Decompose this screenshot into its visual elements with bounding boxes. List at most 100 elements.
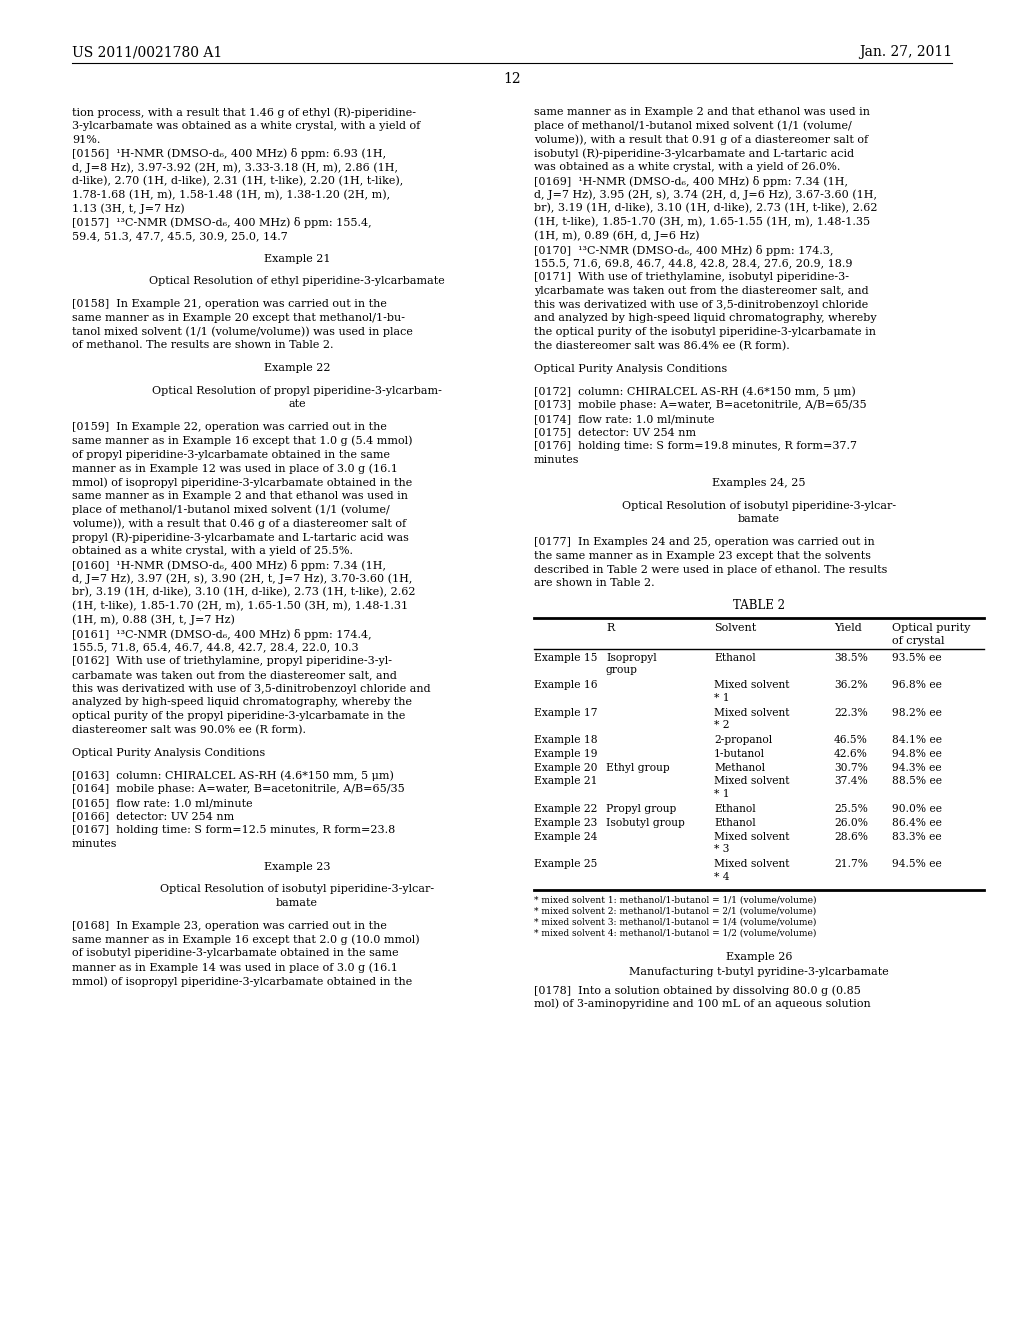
Text: [0167]  holding time: S form=12.5 minutes, R form=23.8: [0167] holding time: S form=12.5 minutes…: [72, 825, 395, 836]
Text: [0172]  column: CHIRALCEL AS-RH (4.6*150 mm, 5 μm): [0172] column: CHIRALCEL AS-RH (4.6*150 …: [534, 387, 856, 397]
Text: (1H, m), 0.88 (3H, t, J=7 Hz): (1H, m), 0.88 (3H, t, J=7 Hz): [72, 615, 234, 626]
Text: br), 3.19 (1H, d-like), 3.10 (1H, d-like), 2.73 (1H, t-like), 2.62: br), 3.19 (1H, d-like), 3.10 (1H, d-like…: [534, 203, 878, 214]
Text: [0159]  In Example 22, operation was carried out in the: [0159] In Example 22, operation was carr…: [72, 422, 387, 432]
Text: 38.5%: 38.5%: [834, 652, 868, 663]
Text: obtained as a white crystal, with a yield of 25.5%.: obtained as a white crystal, with a yiel…: [72, 546, 353, 556]
Text: 1.78-1.68 (1H, m), 1.58-1.48 (1H, m), 1.38-1.20 (2H, m),: 1.78-1.68 (1H, m), 1.58-1.48 (1H, m), 1.…: [72, 190, 390, 199]
Text: Example 15: Example 15: [534, 652, 597, 663]
Text: 1.13 (3H, t, J=7 Hz): 1.13 (3H, t, J=7 Hz): [72, 203, 184, 214]
Text: Example 23: Example 23: [264, 862, 331, 871]
Text: of propyl piperidine-3-ylcarbamate obtained in the same: of propyl piperidine-3-ylcarbamate obtai…: [72, 450, 390, 459]
Text: Example 20: Example 20: [534, 763, 597, 772]
Text: of methanol. The results are shown in Table 2.: of methanol. The results are shown in Ta…: [72, 341, 334, 350]
Text: minutes: minutes: [72, 840, 118, 849]
Text: this was derivatized with use of 3,5-dinitrobenzoyl chloride: this was derivatized with use of 3,5-din…: [534, 300, 868, 310]
Text: Mixed solvent: Mixed solvent: [714, 680, 790, 690]
Text: 36.2%: 36.2%: [834, 680, 867, 690]
Text: Example 21: Example 21: [534, 776, 597, 787]
Text: 21.7%: 21.7%: [834, 859, 868, 869]
Text: the optical purity of the isobutyl piperidine-3-ylcarbamate in: the optical purity of the isobutyl piper…: [534, 327, 876, 337]
Text: 88.5% ee: 88.5% ee: [892, 776, 942, 787]
Text: 2-propanol: 2-propanol: [714, 735, 772, 746]
Text: [0164]  mobile phase: A=water, B=acetonitrile, A/B=65/35: [0164] mobile phase: A=water, B=acetonit…: [72, 784, 404, 795]
Text: carbamate was taken out from the diastereomer salt, and: carbamate was taken out from the diaster…: [72, 669, 397, 680]
Text: 96.8% ee: 96.8% ee: [892, 680, 942, 690]
Text: [0162]  With use of triethylamine, propyl piperidine-3-yl-: [0162] With use of triethylamine, propyl…: [72, 656, 392, 667]
Text: 28.6%: 28.6%: [834, 832, 868, 842]
Text: 59.4, 51.3, 47.7, 45.5, 30.9, 25.0, 14.7: 59.4, 51.3, 47.7, 45.5, 30.9, 25.0, 14.7: [72, 231, 288, 240]
Text: Jan. 27, 2011: Jan. 27, 2011: [859, 45, 952, 59]
Text: 12: 12: [503, 73, 521, 86]
Text: bamate: bamate: [276, 898, 318, 908]
Text: d, J=7 Hz), 3.97 (2H, s), 3.90 (2H, t, J=7 Hz), 3.70-3.60 (1H,: d, J=7 Hz), 3.97 (2H, s), 3.90 (2H, t, J…: [72, 573, 413, 583]
Text: Example 22: Example 22: [534, 804, 597, 814]
Text: 83.3% ee: 83.3% ee: [892, 832, 942, 842]
Text: described in Table 2 were used in place of ethanol. The results: described in Table 2 were used in place …: [534, 565, 888, 574]
Text: [0177]  In Examples 24 and 25, operation was carried out in: [0177] In Examples 24 and 25, operation …: [534, 537, 874, 546]
Text: TABLE 2: TABLE 2: [733, 599, 785, 612]
Text: 94.3% ee: 94.3% ee: [892, 763, 942, 772]
Text: Optical Resolution of isobutyl piperidine-3-ylcar-: Optical Resolution of isobutyl piperidin…: [622, 500, 896, 511]
Text: Example 16: Example 16: [534, 680, 597, 690]
Text: group: group: [606, 665, 638, 676]
Text: Optical Resolution of isobutyl piperidine-3-ylcar-: Optical Resolution of isobutyl piperidin…: [160, 884, 434, 895]
Text: * mixed solvent 2: methanol/1-butanol = 2/1 (volume/volume): * mixed solvent 2: methanol/1-butanol = …: [534, 907, 816, 916]
Text: Optical Purity Analysis Conditions: Optical Purity Analysis Conditions: [72, 747, 265, 758]
Text: [0166]  detector: UV 254 nm: [0166] detector: UV 254 nm: [72, 812, 234, 821]
Text: [0160]  ¹H-NMR (DMSO-d₆, 400 MHz) δ ppm: 7.34 (1H,: [0160] ¹H-NMR (DMSO-d₆, 400 MHz) δ ppm: …: [72, 560, 386, 570]
Text: [0174]  flow rate: 1.0 ml/minute: [0174] flow rate: 1.0 ml/minute: [534, 414, 715, 424]
Text: Example 19: Example 19: [534, 748, 597, 759]
Text: [0156]  ¹H-NMR (DMSO-d₆, 400 MHz) δ ppm: 6.93 (1H,: [0156] ¹H-NMR (DMSO-d₆, 400 MHz) δ ppm: …: [72, 148, 386, 160]
Text: analyzed by high-speed liquid chromatography, whereby the: analyzed by high-speed liquid chromatogr…: [72, 697, 412, 708]
Text: d, J=8 Hz), 3.97-3.92 (2H, m), 3.33-3.18 (H, m), 2.86 (1H,: d, J=8 Hz), 3.97-3.92 (2H, m), 3.33-3.18…: [72, 162, 398, 173]
Text: [0171]  With use of triethylamine, isobutyl piperidine-3-: [0171] With use of triethylamine, isobut…: [534, 272, 849, 282]
Text: 22.3%: 22.3%: [834, 708, 867, 718]
Text: tion process, with a result that 1.46 g of ethyl (R)-piperidine-: tion process, with a result that 1.46 g …: [72, 107, 416, 117]
Text: [0165]  flow rate: 1.0 ml/minute: [0165] flow rate: 1.0 ml/minute: [72, 797, 253, 808]
Text: [0170]  ¹³C-NMR (DMSO-d₆, 400 MHz) δ ppm: 174.3,: [0170] ¹³C-NMR (DMSO-d₆, 400 MHz) δ ppm:…: [534, 244, 834, 256]
Text: minutes: minutes: [534, 455, 580, 465]
Text: br), 3.19 (1H, d-like), 3.10 (1H, d-like), 2.73 (1H, t-like), 2.62: br), 3.19 (1H, d-like), 3.10 (1H, d-like…: [72, 587, 416, 598]
Text: of isobutyl piperidine-3-ylcarbamate obtained in the same: of isobutyl piperidine-3-ylcarbamate obt…: [72, 949, 398, 958]
Text: Isopropyl: Isopropyl: [606, 652, 656, 663]
Text: * 1: * 1: [714, 693, 730, 704]
Text: place of methanol/1-butanol mixed solvent (1/1 (volume/: place of methanol/1-butanol mixed solven…: [72, 504, 390, 515]
Text: Example 21: Example 21: [264, 253, 331, 264]
Text: Isobutyl group: Isobutyl group: [606, 818, 685, 828]
Text: tanol mixed solvent (1/1 (volume/volume)) was used in place: tanol mixed solvent (1/1 (volume/volume)…: [72, 326, 413, 337]
Text: optical purity of the propyl piperidine-3-ylcarbamate in the: optical purity of the propyl piperidine-…: [72, 711, 406, 721]
Text: mmol) of isopropyl piperidine-3-ylcarbamate obtained in the: mmol) of isopropyl piperidine-3-ylcarbam…: [72, 975, 413, 986]
Text: * mixed solvent 3: methanol/1-butanol = 1/4 (volume/volume): * mixed solvent 3: methanol/1-butanol = …: [534, 917, 816, 927]
Text: [0178]  Into a solution obtained by dissolving 80.0 g (0.85: [0178] Into a solution obtained by disso…: [534, 985, 861, 995]
Text: 26.0%: 26.0%: [834, 818, 868, 828]
Text: 155.5, 71.8, 65.4, 46.7, 44.8, 42.7, 28.4, 22.0, 10.3: 155.5, 71.8, 65.4, 46.7, 44.8, 42.7, 28.…: [72, 643, 358, 652]
Text: Example 23: Example 23: [534, 818, 597, 828]
Text: Optical Purity Analysis Conditions: Optical Purity Analysis Conditions: [534, 363, 727, 374]
Text: volume)), with a result that 0.91 g of a diastereomer salt of: volume)), with a result that 0.91 g of a…: [534, 135, 868, 145]
Text: 94.8% ee: 94.8% ee: [892, 748, 942, 759]
Text: are shown in Table 2.: are shown in Table 2.: [534, 578, 654, 589]
Text: 94.5% ee: 94.5% ee: [892, 859, 942, 869]
Text: * mixed solvent 4: methanol/1-butanol = 1/2 (volume/volume): * mixed solvent 4: methanol/1-butanol = …: [534, 929, 816, 937]
Text: was obtained as a white crystal, with a yield of 26.0%.: was obtained as a white crystal, with a …: [534, 162, 841, 172]
Text: bamate: bamate: [738, 515, 780, 524]
Text: Methanol: Methanol: [714, 763, 765, 772]
Text: 84.1% ee: 84.1% ee: [892, 735, 942, 746]
Text: 86.4% ee: 86.4% ee: [892, 818, 942, 828]
Text: (1H, m), 0.89 (6H, d, J=6 Hz): (1H, m), 0.89 (6H, d, J=6 Hz): [534, 231, 699, 242]
Text: 37.4%: 37.4%: [834, 776, 867, 787]
Text: 25.5%: 25.5%: [834, 804, 868, 814]
Text: [0168]  In Example 23, operation was carried out in the: [0168] In Example 23, operation was carr…: [72, 921, 387, 931]
Text: Manufacturing t-butyl pyridine-3-ylcarbamate: Manufacturing t-butyl pyridine-3-ylcarba…: [629, 968, 889, 977]
Text: this was derivatized with use of 3,5-dinitrobenzoyl chloride and: this was derivatized with use of 3,5-din…: [72, 684, 431, 693]
Text: [0175]  detector: UV 254 nm: [0175] detector: UV 254 nm: [534, 428, 696, 438]
Text: Propyl group: Propyl group: [606, 804, 676, 814]
Text: US 2011/0021780 A1: US 2011/0021780 A1: [72, 45, 222, 59]
Text: d-like), 2.70 (1H, d-like), 2.31 (1H, t-like), 2.20 (1H, t-like),: d-like), 2.70 (1H, d-like), 2.31 (1H, t-…: [72, 176, 403, 186]
Text: 90.0% ee: 90.0% ee: [892, 804, 942, 814]
Text: same manner as in Example 16 except that 1.0 g (5.4 mmol): same manner as in Example 16 except that…: [72, 436, 413, 446]
Text: the diastereomer salt was 86.4% ee (R form).: the diastereomer salt was 86.4% ee (R fo…: [534, 341, 790, 351]
Text: Mixed solvent: Mixed solvent: [714, 832, 790, 842]
Text: diastereomer salt was 90.0% ee (R form).: diastereomer salt was 90.0% ee (R form).: [72, 725, 306, 735]
Text: Optical Resolution of propyl piperidine-3-ylcarbam-: Optical Resolution of propyl piperidine-…: [152, 385, 442, 396]
